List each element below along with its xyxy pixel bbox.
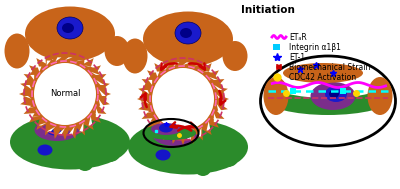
Ellipse shape xyxy=(83,67,107,105)
Ellipse shape xyxy=(104,36,130,66)
Polygon shape xyxy=(91,72,100,75)
Polygon shape xyxy=(99,89,106,96)
Ellipse shape xyxy=(283,63,363,83)
Ellipse shape xyxy=(10,115,130,170)
Ellipse shape xyxy=(164,128,182,140)
Ellipse shape xyxy=(195,162,211,176)
Text: Biomechanical Strain: Biomechanical Strain xyxy=(289,63,370,71)
Polygon shape xyxy=(156,128,165,130)
Polygon shape xyxy=(217,94,224,101)
Text: Normal: Normal xyxy=(50,90,80,98)
Ellipse shape xyxy=(77,157,93,171)
Polygon shape xyxy=(88,116,92,125)
Polygon shape xyxy=(165,132,174,136)
Ellipse shape xyxy=(100,146,120,162)
Ellipse shape xyxy=(201,72,225,110)
Ellipse shape xyxy=(266,83,390,115)
Polygon shape xyxy=(19,48,111,140)
Ellipse shape xyxy=(122,39,148,74)
Polygon shape xyxy=(148,80,152,85)
FancyBboxPatch shape xyxy=(290,88,296,94)
Ellipse shape xyxy=(23,67,47,105)
Polygon shape xyxy=(38,67,42,72)
Ellipse shape xyxy=(329,90,339,98)
Ellipse shape xyxy=(19,141,41,159)
Ellipse shape xyxy=(270,68,386,98)
Polygon shape xyxy=(137,53,229,145)
Polygon shape xyxy=(217,104,222,112)
Polygon shape xyxy=(65,57,72,60)
Polygon shape xyxy=(47,127,56,132)
Polygon shape xyxy=(201,70,210,71)
Polygon shape xyxy=(165,66,169,70)
Polygon shape xyxy=(209,77,218,80)
Polygon shape xyxy=(214,85,222,90)
Polygon shape xyxy=(214,113,218,122)
Polygon shape xyxy=(96,108,100,117)
Ellipse shape xyxy=(222,41,248,71)
Ellipse shape xyxy=(180,28,192,38)
Ellipse shape xyxy=(159,123,173,132)
Ellipse shape xyxy=(152,68,214,130)
Ellipse shape xyxy=(25,6,115,61)
Ellipse shape xyxy=(260,56,396,146)
Ellipse shape xyxy=(34,63,96,125)
Ellipse shape xyxy=(4,33,30,68)
Text: ET-1: ET-1 xyxy=(289,53,305,61)
Polygon shape xyxy=(68,127,74,135)
Polygon shape xyxy=(30,116,39,117)
Ellipse shape xyxy=(152,124,198,146)
Polygon shape xyxy=(99,99,104,107)
Ellipse shape xyxy=(128,119,248,174)
Polygon shape xyxy=(26,85,31,89)
Polygon shape xyxy=(58,128,65,135)
Ellipse shape xyxy=(264,77,288,115)
Polygon shape xyxy=(74,60,83,61)
Polygon shape xyxy=(83,65,92,67)
Ellipse shape xyxy=(156,149,170,160)
FancyBboxPatch shape xyxy=(340,88,346,94)
FancyBboxPatch shape xyxy=(273,44,280,50)
Ellipse shape xyxy=(137,146,159,164)
Polygon shape xyxy=(186,132,192,140)
Ellipse shape xyxy=(141,72,165,110)
Text: CDC42 Activation: CDC42 Activation xyxy=(289,73,356,81)
Ellipse shape xyxy=(143,12,233,67)
Ellipse shape xyxy=(368,77,392,115)
Polygon shape xyxy=(47,60,51,65)
Ellipse shape xyxy=(34,119,80,141)
Text: Initiation: Initiation xyxy=(241,5,295,15)
Ellipse shape xyxy=(159,158,177,172)
Polygon shape xyxy=(38,123,47,125)
Polygon shape xyxy=(206,121,210,130)
Polygon shape xyxy=(197,128,201,136)
Polygon shape xyxy=(26,107,34,108)
Polygon shape xyxy=(176,133,183,140)
Polygon shape xyxy=(56,57,62,61)
Ellipse shape xyxy=(62,23,74,33)
Text: ETₐR: ETₐR xyxy=(289,33,307,42)
Ellipse shape xyxy=(38,145,52,156)
Polygon shape xyxy=(142,101,149,104)
Polygon shape xyxy=(144,112,152,113)
Polygon shape xyxy=(96,80,104,85)
Ellipse shape xyxy=(146,126,196,140)
Ellipse shape xyxy=(175,22,201,44)
Ellipse shape xyxy=(218,151,238,167)
Polygon shape xyxy=(183,62,190,65)
Ellipse shape xyxy=(310,82,356,110)
Ellipse shape xyxy=(46,122,64,136)
Ellipse shape xyxy=(41,153,59,167)
Polygon shape xyxy=(24,96,31,99)
Polygon shape xyxy=(156,71,160,77)
Polygon shape xyxy=(174,62,180,66)
Ellipse shape xyxy=(151,123,181,135)
Ellipse shape xyxy=(57,17,83,39)
Polygon shape xyxy=(148,121,157,122)
Polygon shape xyxy=(30,75,34,80)
Polygon shape xyxy=(144,90,149,94)
Polygon shape xyxy=(79,123,83,132)
Text: Integrin α1β1: Integrin α1β1 xyxy=(289,43,341,51)
Ellipse shape xyxy=(325,86,347,102)
